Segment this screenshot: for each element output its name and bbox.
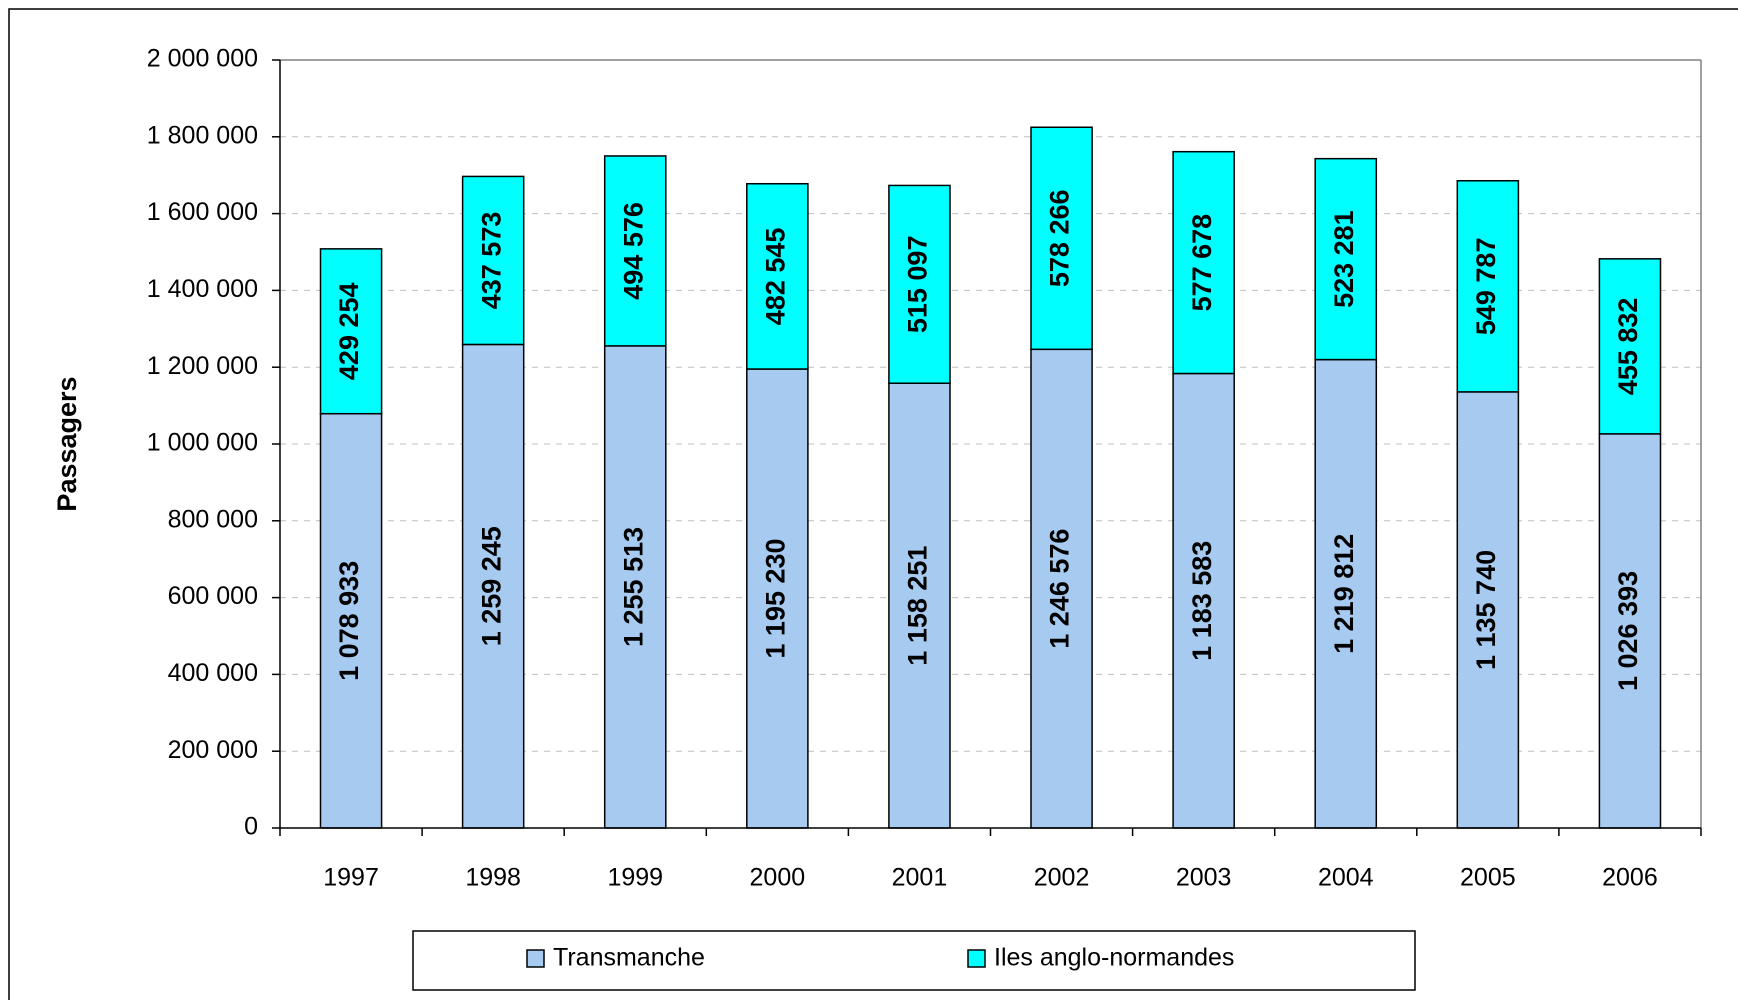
data-label: 494 576 — [618, 202, 648, 300]
x-tick-label: 2006 — [1602, 864, 1658, 892]
data-label: 1 255 513 — [618, 527, 648, 647]
y-tick-label: 1 000 000 — [147, 429, 258, 457]
bar-segment — [461, 175, 525, 346]
x-tick-label: 1999 — [607, 864, 663, 892]
data-label: 515 097 — [903, 236, 933, 334]
bar-segment — [1456, 180, 1520, 393]
x-tick-label: 2001 — [892, 864, 948, 892]
bar-segment — [1172, 372, 1235, 829]
x-tick-label: 1998 — [465, 864, 521, 892]
data-label: 1 026 393 — [1613, 571, 1643, 691]
y-tick-label: 1 800 000 — [147, 121, 258, 149]
data-label: 523 281 — [1329, 210, 1359, 308]
bar-segment — [603, 345, 667, 829]
y-tick-label: 800 000 — [168, 505, 258, 533]
bar-segment — [1030, 348, 1093, 829]
legend-box — [412, 930, 1416, 991]
bar-segment — [319, 412, 383, 829]
data-label: 437 573 — [476, 212, 506, 310]
y-tick-label: 1 400 000 — [147, 275, 258, 303]
bar-segment — [603, 155, 667, 347]
x-tick-label: 2002 — [1034, 864, 1090, 892]
x-tick-label: 2003 — [1176, 864, 1232, 892]
bar-segment — [746, 182, 809, 370]
x-tick-label: 2000 — [750, 864, 806, 892]
bar-segment — [1598, 433, 1662, 829]
legend-label: Transmanche — [553, 944, 705, 972]
y-tick-label: 2 000 000 — [147, 45, 258, 73]
y-tick-label: 1 600 000 — [147, 198, 258, 226]
y-tick-label: 600 000 — [168, 582, 258, 610]
data-label: 1 078 933 — [334, 561, 364, 681]
data-label: 1 246 576 — [1045, 529, 1075, 649]
data-label: 1 195 230 — [760, 538, 790, 658]
bar-segment — [319, 248, 383, 415]
bar-segment — [1172, 150, 1235, 375]
data-label: 1 219 812 — [1329, 534, 1359, 654]
bar-segment — [888, 184, 951, 384]
bar-segment — [461, 343, 525, 829]
bar-segment — [1598, 258, 1662, 435]
bar-segment — [1314, 358, 1378, 829]
data-label: 482 545 — [760, 228, 790, 326]
data-label: 1 183 583 — [1187, 541, 1217, 661]
x-tick-label: 2004 — [1318, 864, 1374, 892]
y-tick-label: 0 — [244, 813, 258, 841]
y-tick-label: 1 200 000 — [147, 352, 258, 380]
legend-swatch — [526, 949, 545, 968]
data-label: 1 259 245 — [476, 526, 506, 646]
legend-swatch — [967, 949, 986, 968]
data-label: 578 266 — [1045, 189, 1075, 287]
bar-segment — [1030, 126, 1093, 351]
y-axis-title: Passagers — [52, 376, 82, 511]
x-tick-label: 1997 — [323, 864, 379, 892]
y-tick-label: 200 000 — [168, 736, 258, 764]
data-label: 549 787 — [1471, 238, 1501, 336]
bar-segment — [888, 382, 951, 829]
bar-segment — [1456, 391, 1520, 829]
bar-segment — [746, 368, 809, 829]
data-label: 429 254 — [334, 282, 364, 380]
data-label: 1 135 740 — [1471, 550, 1501, 670]
data-label: 455 832 — [1613, 298, 1643, 396]
y-tick-label: 400 000 — [168, 659, 258, 687]
legend-label: Iles anglo-normandes — [994, 944, 1234, 972]
x-tick-label: 2005 — [1460, 864, 1516, 892]
chart-border — [8, 8, 1738, 1000]
bar-segment — [1314, 157, 1378, 361]
data-label: 1 158 251 — [903, 546, 933, 666]
data-label: 577 678 — [1187, 214, 1217, 312]
